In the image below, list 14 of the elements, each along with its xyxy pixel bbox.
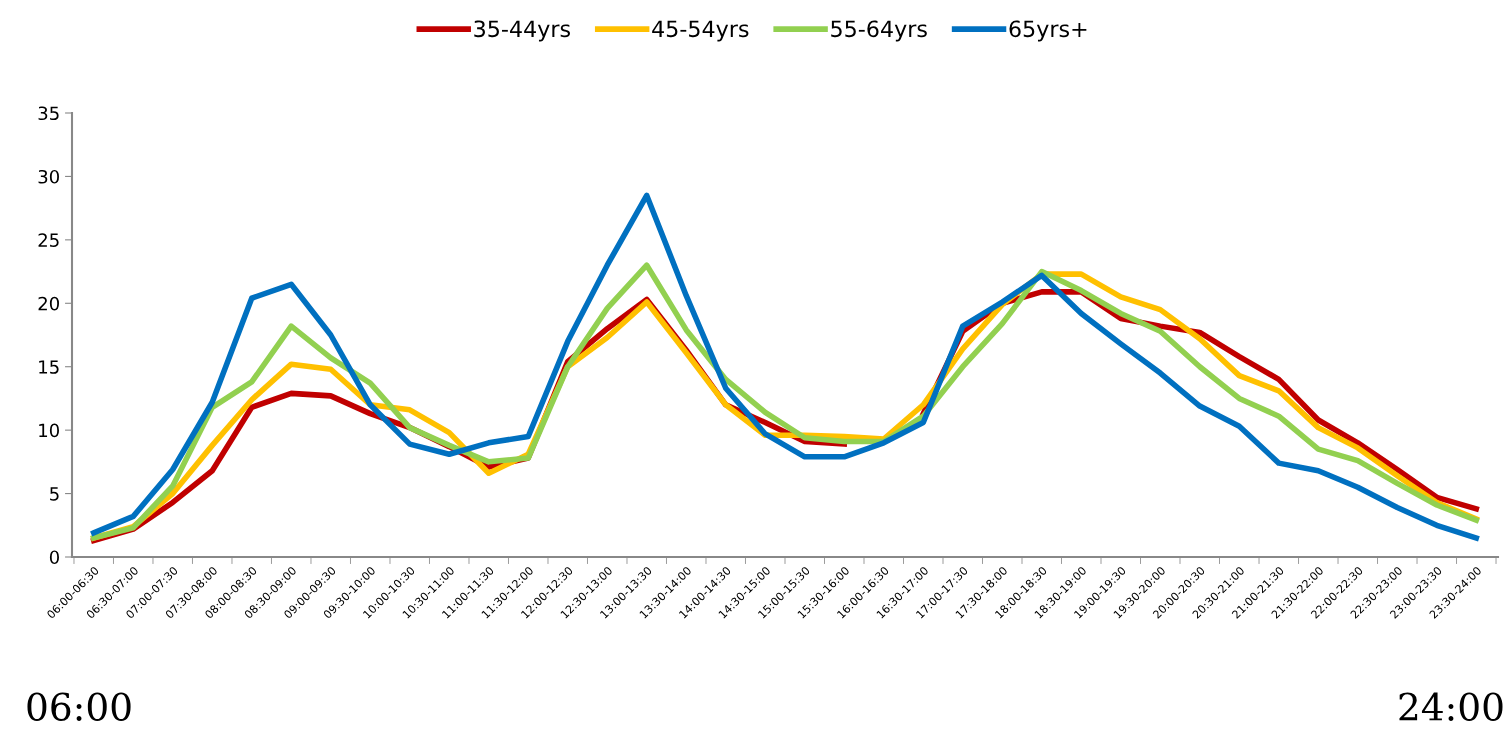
y-tick-label: 0 (49, 550, 59, 565)
y-tick-label: 30 (38, 169, 59, 184)
y-tick-label: 25 (38, 233, 59, 247)
text: 06:00 (27, 692, 131, 721)
y-tick-label: 15 (39, 360, 59, 374)
y-tick-label: 20 (38, 296, 59, 311)
y-tick-label: 35 (38, 106, 59, 121)
legend-label: 55-64yrs (831, 20, 927, 42)
y-tick-label: 5 (50, 487, 59, 501)
legend-label: 45-54yrs (652, 20, 749, 42)
legend-label: 35-44yrs (474, 20, 570, 42)
text: 24:00 (1399, 692, 1503, 721)
legend-label: 65yrs+ (1009, 20, 1087, 42)
y-tick-label: 10 (39, 423, 59, 438)
